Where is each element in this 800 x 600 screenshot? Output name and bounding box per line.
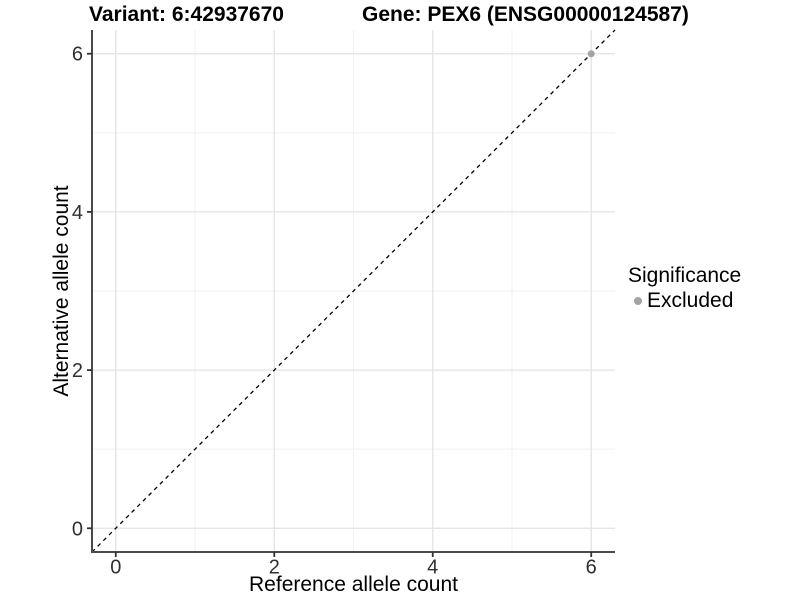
variant-title: Variant: 6:42937670 [89, 3, 284, 26]
gene-title: Gene: PEX6 (ENSG00000124587) [362, 3, 689, 26]
data-point [587, 50, 595, 58]
legend-item-label: Excluded [647, 289, 734, 312]
y-tick-label: 0 [72, 518, 83, 540]
y-tick-label: 6 [72, 44, 83, 66]
x-tick-label: 0 [110, 557, 121, 579]
x-tick-label: 4 [427, 557, 438, 579]
excluded-point-icon [634, 297, 642, 305]
x-axis-title: Reference allele count [249, 573, 458, 596]
y-tick-label: 2 [72, 360, 83, 382]
identity-line [91, 29, 616, 553]
legend-title: Significance [628, 264, 742, 287]
x-tick-label: 2 [269, 557, 280, 579]
y-tick-label: 4 [72, 202, 83, 224]
y-axis-title: Alternative allele count [50, 185, 73, 397]
x-tick-label: 6 [586, 557, 597, 579]
legend-item-excluded: Excluded [628, 289, 741, 313]
legend: Significance Excluded [628, 264, 741, 313]
